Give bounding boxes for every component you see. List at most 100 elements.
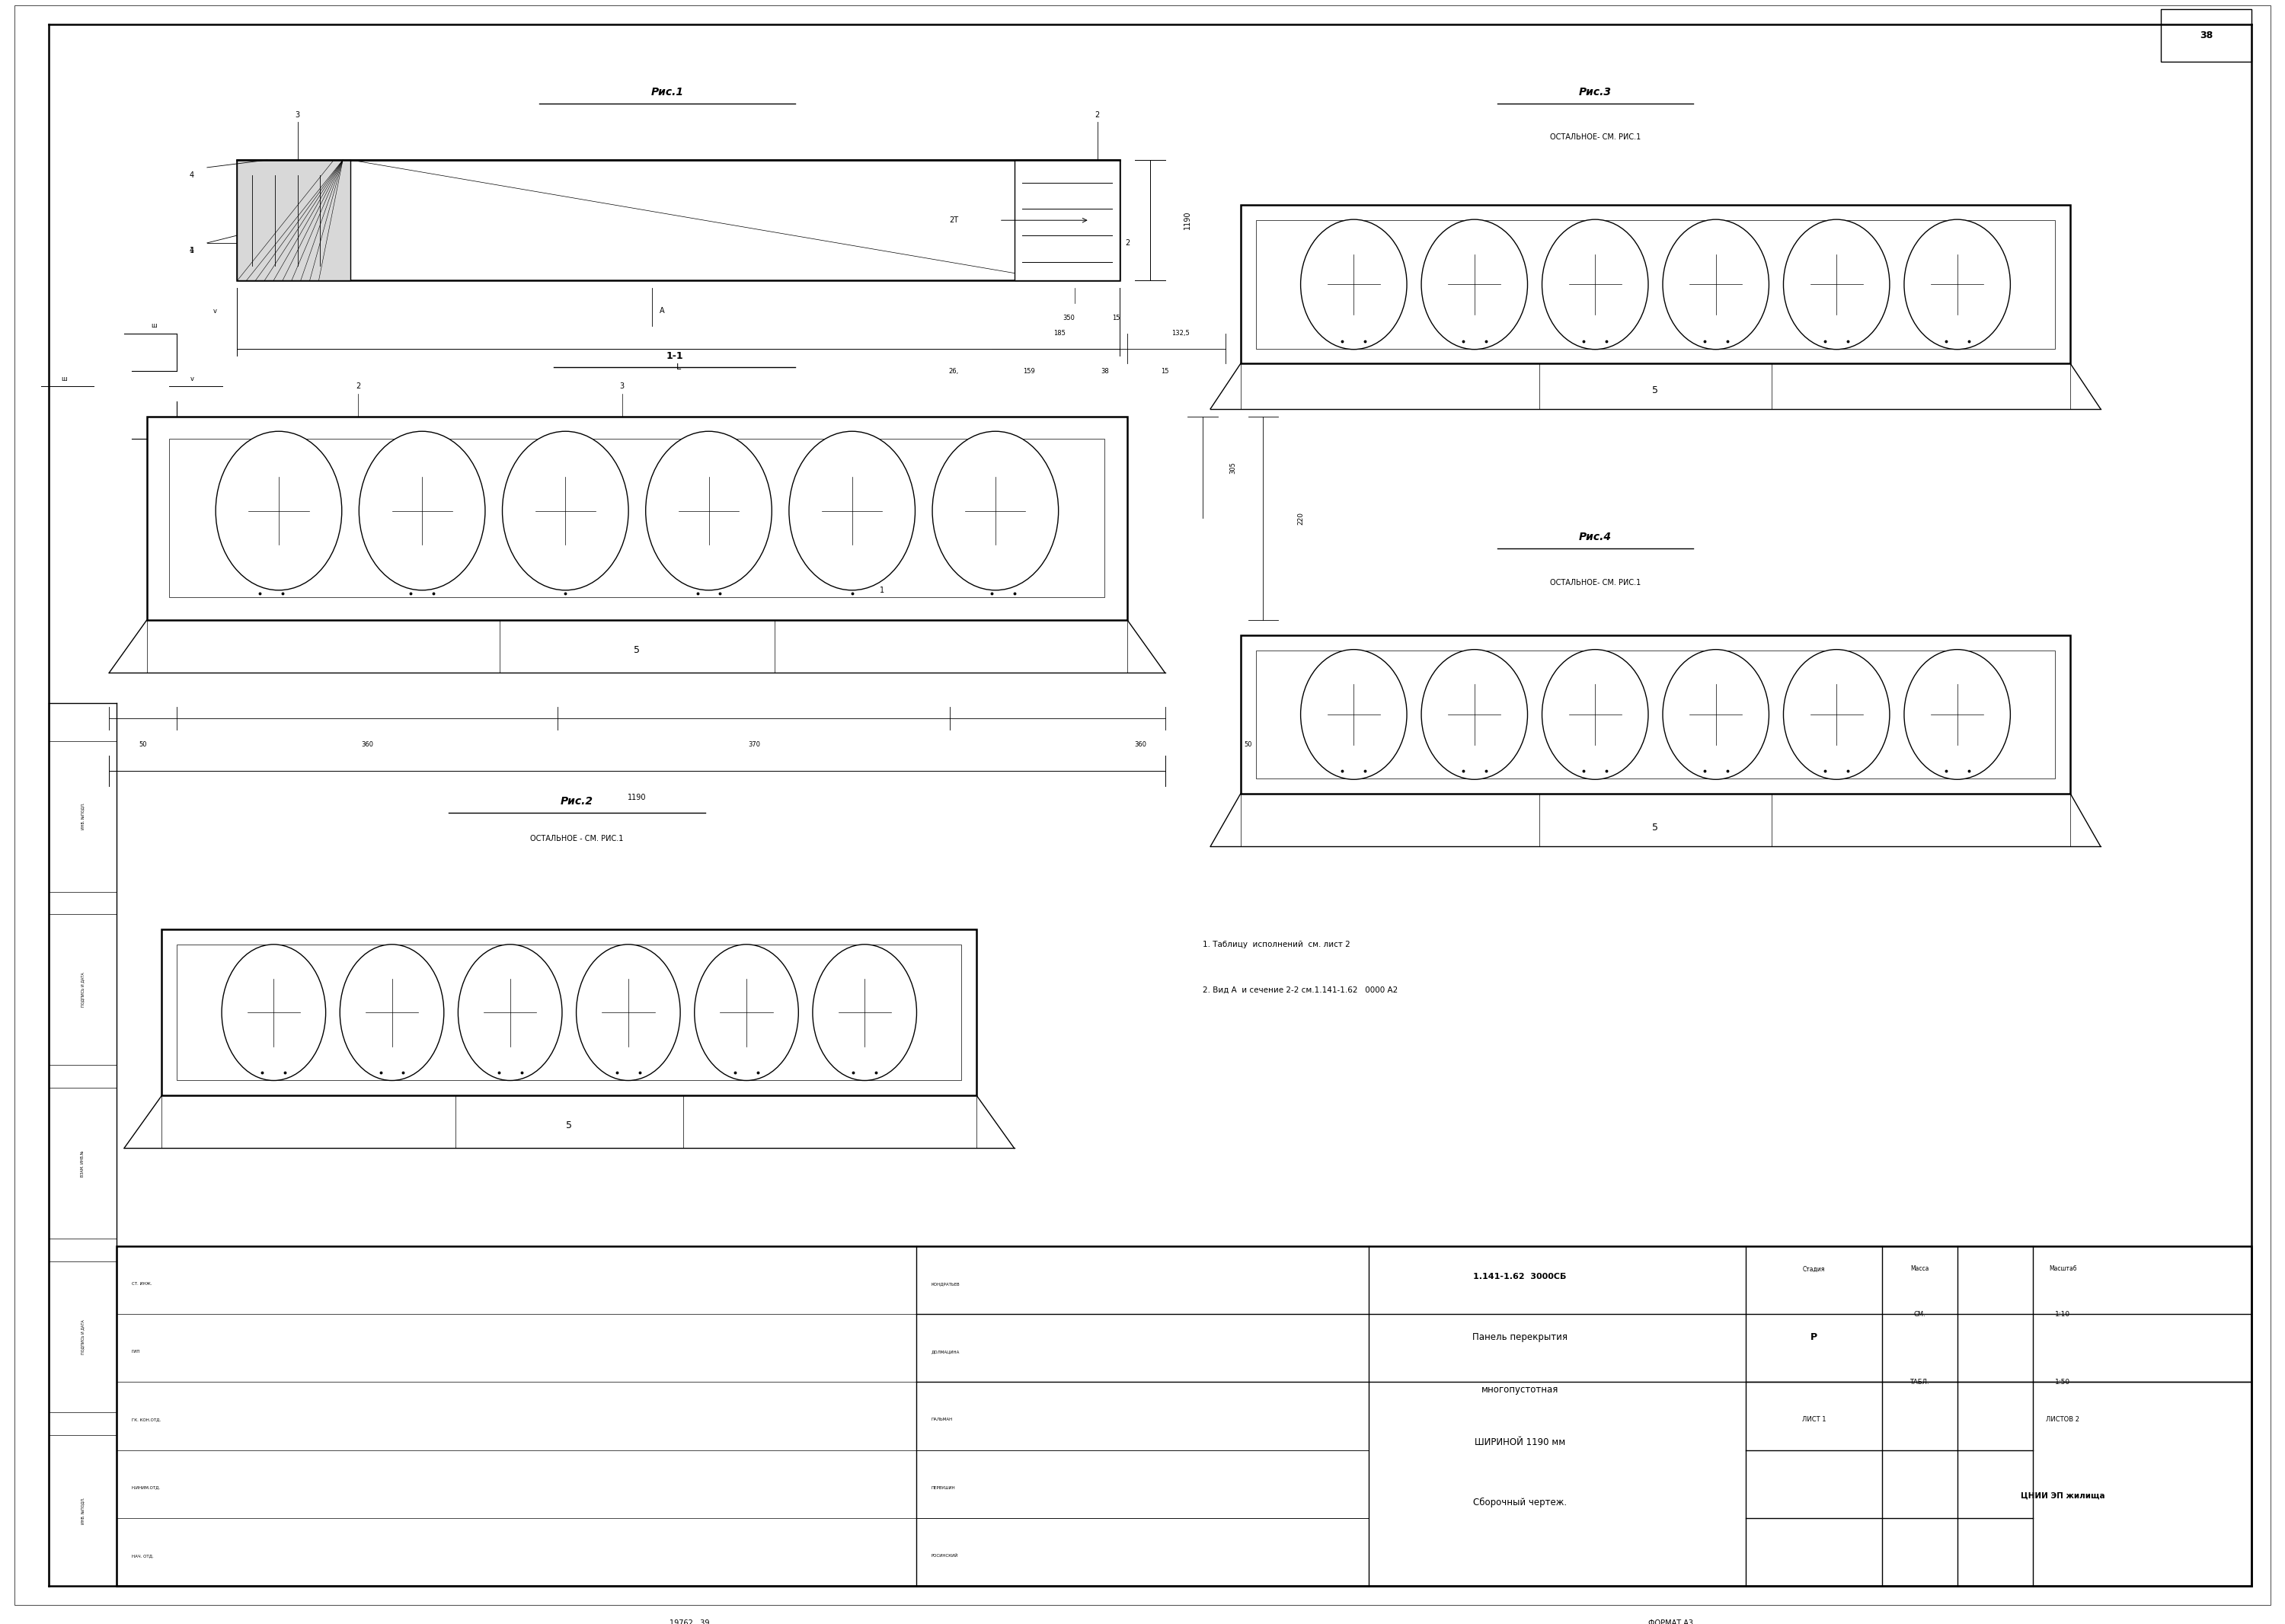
Text: 5: 5 (1652, 385, 1659, 395)
Bar (1241, 635, 2070, 794)
Ellipse shape (788, 432, 914, 590)
Text: L: L (676, 364, 681, 372)
Text: ш: ш (151, 323, 158, 330)
Text: 19762   39: 19762 39 (670, 1619, 711, 1624)
Ellipse shape (1300, 219, 1408, 349)
Text: 350: 350 (1063, 315, 1074, 322)
Text: ИНВ. №ПОДЛ.: ИНВ. №ПОДЛ. (80, 802, 85, 830)
Text: 1:50: 1:50 (2054, 1379, 2070, 1385)
Text: 38: 38 (2200, 31, 2212, 41)
Text: ВЗАМ. ИНВ.№: ВЗАМ. ИНВ.№ (80, 1150, 85, 1176)
Text: 2: 2 (1124, 239, 1129, 247)
Text: 1190: 1190 (1184, 211, 1190, 229)
Text: Рис.4: Рис.4 (1579, 531, 1611, 542)
Text: ШИРИНОЙ 1190 мм: ШИРИНОЙ 1190 мм (1474, 1437, 1565, 1447)
Text: 3: 3 (619, 383, 624, 390)
Text: 15: 15 (1113, 315, 1120, 322)
Text: ОСТАЛЬНОЕ- СМ. РИС.1: ОСТАЛЬНОЕ- СМ. РИС.1 (1549, 578, 1641, 586)
Text: A: A (660, 307, 665, 315)
Text: 159: 159 (1024, 367, 1035, 375)
Ellipse shape (1542, 650, 1647, 780)
Ellipse shape (1542, 219, 1647, 349)
Text: Рис.2: Рис.2 (560, 796, 594, 807)
Text: 1:10: 1:10 (2054, 1311, 2070, 1317)
Text: 360: 360 (1136, 741, 1147, 749)
Text: 370: 370 (747, 741, 761, 749)
Text: 50: 50 (1243, 741, 1252, 749)
Text: 1: 1 (190, 247, 194, 255)
Text: 1190: 1190 (628, 794, 647, 801)
Text: ОСТАЛЬНОЕ- СМ. РИС.1: ОСТАЛЬНОЕ- СМ. РИС.1 (1549, 133, 1641, 141)
Ellipse shape (647, 432, 772, 590)
Bar (1257, 650, 2054, 778)
Text: ГИП: ГИП (133, 1350, 139, 1354)
Text: v: v (190, 375, 194, 382)
Text: РОСИНСКИЙ: РОСИНСКИЙ (932, 1554, 957, 1557)
Ellipse shape (1421, 219, 1529, 349)
Text: Масштаб: Масштаб (2050, 1265, 2077, 1272)
Text: 220: 220 (1298, 512, 1305, 525)
Text: Р: Р (1810, 1332, 1817, 1341)
Text: ЦНИИ ЭП жилища: ЦНИИ ЭП жилища (2020, 1491, 2104, 1499)
Bar (2162, 10, 2251, 62)
Ellipse shape (1421, 650, 1529, 780)
Text: ИНВ. №ПОДЛ.: ИНВ. №ПОДЛ. (80, 1497, 85, 1523)
Ellipse shape (1782, 650, 1890, 780)
Bar (176, 945, 962, 1080)
Text: 4: 4 (190, 247, 194, 255)
Text: ПАЛЬМАН: ПАЛЬМАН (932, 1418, 953, 1421)
Text: 5: 5 (633, 645, 640, 654)
Ellipse shape (1903, 219, 2011, 349)
Text: ГК. КОН.ОТД.: ГК. КОН.ОТД. (133, 1418, 160, 1421)
Ellipse shape (695, 945, 797, 1080)
Text: 5: 5 (567, 1121, 571, 1130)
Ellipse shape (932, 432, 1058, 590)
Ellipse shape (222, 945, 327, 1080)
Text: Стадия: Стадия (1803, 1265, 1826, 1272)
Text: 2. Вид А  и сечение 2-2 см.1.141-1.62   0000 А2: 2. Вид А и сечение 2-2 см.1.141-1.62 000… (1202, 986, 1398, 994)
Ellipse shape (813, 945, 916, 1080)
Text: Панель перекрытия: Панель перекрытия (1472, 1332, 1568, 1341)
Ellipse shape (457, 945, 562, 1080)
Bar (162, 929, 976, 1096)
Text: ПОДПИСЬ И ДАТА: ПОДПИСЬ И ДАТА (80, 973, 85, 1007)
Ellipse shape (215, 432, 343, 590)
Text: 185: 185 (1053, 330, 1065, 336)
Ellipse shape (503, 432, 628, 590)
Ellipse shape (1782, 219, 1890, 349)
Text: ПЕРВУШИН: ПЕРВУШИН (932, 1486, 955, 1489)
Text: Рис.3: Рис.3 (1579, 86, 1611, 97)
Bar (1241, 205, 2070, 364)
Bar (169, 438, 1104, 598)
Text: 360: 360 (361, 741, 372, 749)
Text: 132,5: 132,5 (1172, 330, 1188, 336)
Text: 50: 50 (139, 741, 146, 749)
Text: 15: 15 (1161, 367, 1170, 375)
Text: 3: 3 (295, 110, 299, 119)
Text: Н.ИНИМ.ОТД.: Н.ИНИМ.ОТД. (133, 1486, 160, 1489)
Text: 26,: 26, (948, 367, 960, 375)
Text: многопустотная: многопустотная (1481, 1385, 1558, 1395)
Text: СМ.: СМ. (1913, 1311, 1926, 1317)
Bar (117, 1246, 2251, 1585)
Text: Рис.1: Рис.1 (651, 86, 683, 97)
Text: ОСТАЛЬНОЕ - СМ. РИС.1: ОСТАЛЬНОЕ - СМ. РИС.1 (530, 835, 624, 843)
Text: 2T: 2T (948, 216, 957, 224)
Text: ПОДПИСЬ И ДАТА: ПОДПИСЬ И ДАТА (80, 1319, 85, 1354)
Text: 2: 2 (1095, 110, 1099, 119)
Bar (1015, 159, 1120, 281)
Text: ЛИСТ 1: ЛИСТ 1 (1803, 1416, 1826, 1423)
Text: 38: 38 (1101, 367, 1108, 375)
Text: ФОРМАТ А3: ФОРМАТ А3 (1647, 1619, 1693, 1624)
Text: 305: 305 (1229, 461, 1236, 474)
Text: 4: 4 (190, 171, 194, 179)
Bar (238, 159, 350, 281)
Bar (146, 416, 1127, 620)
Text: Масса: Масса (1910, 1265, 1929, 1272)
Bar (1257, 221, 2054, 349)
Text: v: v (213, 307, 217, 315)
Text: 5: 5 (1652, 823, 1659, 833)
Text: ТАБЛ.: ТАБЛ. (1910, 1379, 1929, 1385)
Text: 1-1: 1-1 (667, 351, 683, 361)
Bar (238, 159, 1120, 281)
